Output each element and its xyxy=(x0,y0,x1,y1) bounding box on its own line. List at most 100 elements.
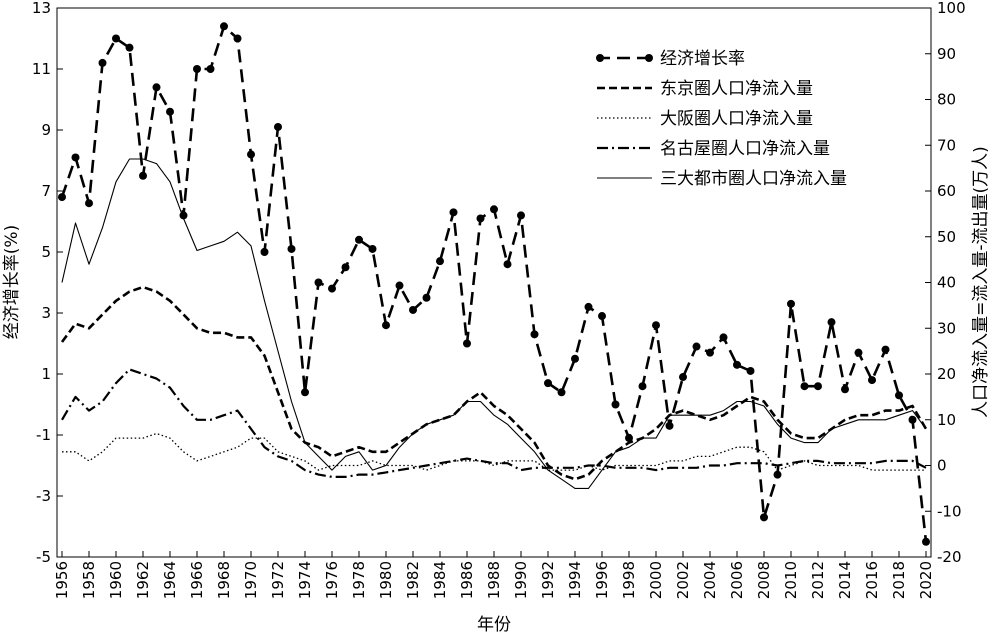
y-axis-right-title: 人口净流入量=流入量-流出量(万人) xyxy=(971,146,991,418)
series-point xyxy=(449,208,458,217)
x-tick-label: 1988 xyxy=(485,561,503,599)
series-point xyxy=(314,278,323,287)
series-point xyxy=(611,400,620,409)
x-tick-label: 2014 xyxy=(836,561,854,599)
right-tick-label: 50 xyxy=(937,228,956,246)
x-tick-label: 1966 xyxy=(188,561,206,599)
series-point xyxy=(152,83,161,92)
series-point xyxy=(112,34,120,43)
series-point xyxy=(260,248,269,256)
right-tick-label: -10 xyxy=(937,502,962,520)
series-point xyxy=(895,391,903,400)
series-point xyxy=(557,388,566,397)
x-tick-label: 1982 xyxy=(404,561,422,599)
legend: 经济增长率东京圈人口净流入量大阪圈人口净流入量名古屋圈人口净流入量三大都市圈人口… xyxy=(596,49,847,189)
series-point xyxy=(193,65,201,73)
x-tick-label: 1996 xyxy=(593,561,611,599)
series-point xyxy=(274,122,282,131)
x-tick-label: 2002 xyxy=(674,561,692,599)
series-point xyxy=(517,211,525,220)
series-point xyxy=(679,373,687,382)
x-tick-label: 2020 xyxy=(917,561,935,599)
series-point xyxy=(746,366,755,375)
left-tick-label: 11 xyxy=(32,60,51,78)
series-point xyxy=(476,214,485,223)
series-point xyxy=(436,257,444,266)
series-line-4 xyxy=(61,158,927,489)
left-tick-label: -5 xyxy=(36,548,51,566)
right-tick-label: 40 xyxy=(937,274,956,292)
x-tick-label: 1958 xyxy=(80,561,98,599)
x-tick-label: 2004 xyxy=(701,561,719,599)
x-axis-title: 年份 xyxy=(477,615,511,635)
right-tick-label: 70 xyxy=(937,136,956,154)
series-point xyxy=(503,260,512,269)
series-point xyxy=(368,244,377,253)
right-axis-ticks: -20 -10 0 10 20 30 40 50 60 70 80 90 100 xyxy=(925,0,966,566)
series-point xyxy=(719,333,728,342)
series-point xyxy=(800,382,809,391)
x-axis-ticks: 1956 1958 1960 1962 1964 1966 1968 1970 1972 1974… xyxy=(53,551,935,599)
series-point xyxy=(166,107,174,116)
legend-label: 三大都市圈人口净流入量 xyxy=(660,169,847,189)
x-tick-label: 1998 xyxy=(620,561,638,599)
series-point xyxy=(328,284,336,293)
series-point xyxy=(287,244,296,253)
series-point xyxy=(706,348,714,357)
left-tick-label: -1 xyxy=(36,426,51,444)
series-point xyxy=(530,330,539,339)
series-point xyxy=(395,281,404,290)
series-line-1 xyxy=(60,285,928,481)
series-point xyxy=(733,360,741,369)
series-point xyxy=(220,22,228,31)
series-point xyxy=(409,305,417,314)
series-point xyxy=(652,321,660,330)
x-tick-label: 1970 xyxy=(242,561,260,599)
x-tick-label: 2012 xyxy=(809,561,827,599)
series-point xyxy=(625,434,633,443)
series-point xyxy=(301,388,309,397)
right-tick-label: -20 xyxy=(937,548,962,566)
x-tick-label: 1968 xyxy=(215,561,233,599)
series-point xyxy=(854,348,863,357)
x-tick-label: 2016 xyxy=(863,561,881,599)
legend-label: 大阪圈人口净流入量 xyxy=(660,109,813,129)
series-point xyxy=(598,312,606,321)
legend-label: 东京圈人口净流入量 xyxy=(660,79,813,99)
x-tick-label: 1994 xyxy=(566,561,584,599)
series-point xyxy=(814,382,822,391)
series-point xyxy=(692,342,701,351)
x-tick-label: 1984 xyxy=(431,561,449,599)
left-tick-label: 1 xyxy=(41,365,51,383)
series-point xyxy=(247,150,255,159)
series-point xyxy=(787,299,795,308)
x-tick-label: 2018 xyxy=(890,561,908,599)
series-line-3 xyxy=(61,368,927,478)
series-point xyxy=(665,421,674,430)
series-point xyxy=(773,470,782,479)
legend-label: 名古屋圈人口净流入量 xyxy=(660,139,830,159)
series-line-2 xyxy=(62,432,926,471)
series-point xyxy=(841,385,849,394)
x-tick-label: 2010 xyxy=(782,561,800,599)
left-tick-label: 5 xyxy=(41,243,51,261)
series-point xyxy=(85,199,93,208)
series-point xyxy=(71,153,80,162)
x-tick-label: 1962 xyxy=(134,561,152,599)
x-tick-label: 1976 xyxy=(323,561,341,599)
right-tick-label: 10 xyxy=(937,411,956,429)
series-point xyxy=(827,318,836,327)
right-tick-label: 20 xyxy=(937,365,956,383)
series-point xyxy=(463,339,471,348)
x-tick-label: 1972 xyxy=(269,561,287,599)
legend-marker xyxy=(645,54,653,62)
series-point xyxy=(584,302,593,311)
series-point xyxy=(98,58,107,67)
series-point xyxy=(922,537,930,546)
series-line-0 xyxy=(60,24,928,542)
series-layer xyxy=(58,22,930,546)
y-axis-left-title: 经济增长率(%) xyxy=(2,225,22,339)
x-tick-label: 2000 xyxy=(647,561,665,599)
